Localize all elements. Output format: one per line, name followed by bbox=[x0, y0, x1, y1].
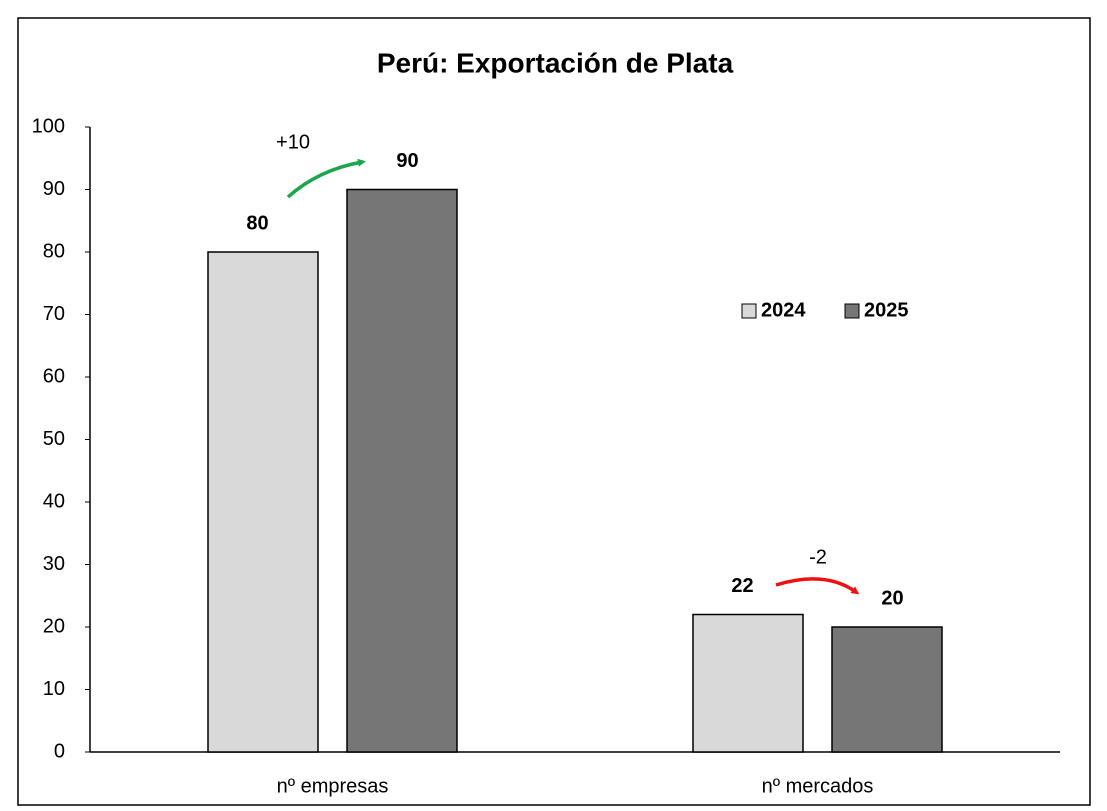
y-tick-label: 70 bbox=[43, 303, 65, 325]
y-tick-label: 50 bbox=[43, 428, 65, 450]
annotation: +10 bbox=[276, 131, 310, 153]
value-label: 22 bbox=[731, 575, 753, 597]
y-tick-label: 80 bbox=[43, 240, 65, 262]
legend-label: 2025 bbox=[864, 299, 909, 321]
arrow-up bbox=[286, 158, 366, 199]
y-tick-label: 20 bbox=[43, 615, 65, 637]
bar bbox=[346, 188, 458, 753]
legend-swatch bbox=[844, 303, 860, 319]
value-label: 80 bbox=[246, 212, 268, 234]
bar bbox=[207, 251, 319, 753]
bar bbox=[831, 626, 943, 753]
y-tick-label: 60 bbox=[43, 365, 65, 387]
y-tick-label: 90 bbox=[43, 178, 65, 200]
y-tick-label: 40 bbox=[43, 490, 65, 512]
annotation: -2 bbox=[809, 546, 827, 568]
y-tick-label: 30 bbox=[43, 553, 65, 575]
legend-swatch bbox=[741, 303, 757, 319]
arrow-down bbox=[775, 577, 860, 595]
y-tick-label: 100 bbox=[32, 115, 65, 137]
x-tick-label: nº empresas bbox=[277, 775, 389, 797]
y-tick-label: 0 bbox=[54, 740, 65, 762]
x-tick-label: nº mercados bbox=[762, 775, 874, 797]
bar bbox=[692, 613, 804, 753]
chart-title: Perú: Exportación de Plata bbox=[377, 47, 734, 78]
value-label: 20 bbox=[881, 587, 903, 609]
y-tick-label: 10 bbox=[43, 678, 65, 700]
value-label: 90 bbox=[396, 150, 418, 172]
legend-label: 2024 bbox=[761, 299, 806, 321]
